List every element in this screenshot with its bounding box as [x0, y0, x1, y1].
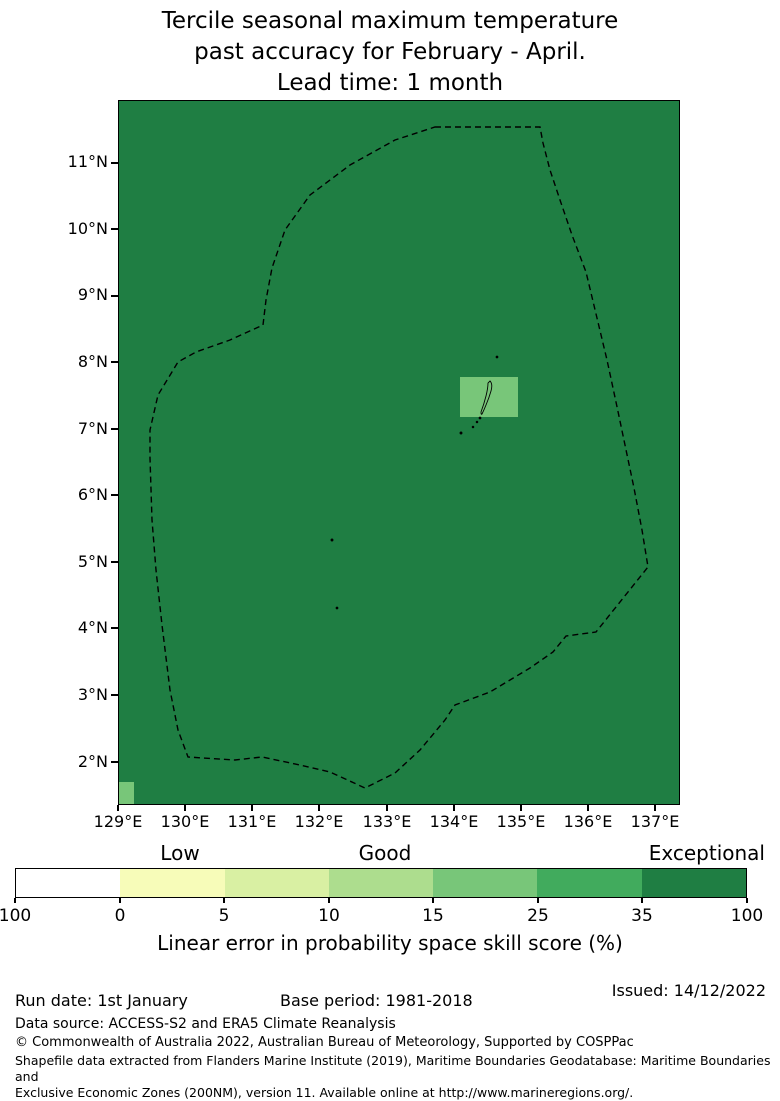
x-axis-tick: [587, 805, 589, 811]
x-tick-label: 136°E: [563, 812, 613, 831]
x-axis-tick: [386, 805, 388, 811]
colorbar-quality-low: Low: [160, 841, 200, 865]
palau-islands-outline: [330, 355, 499, 610]
colorbar-tick-label: 5: [218, 906, 230, 926]
y-tick-label: 3°N: [77, 685, 108, 704]
y-axis-tick: [111, 428, 118, 430]
run-date: Run date: 1st January: [15, 991, 188, 1010]
shapefile-attribution-line-2: Exclusive Economic Zones (200NM), versio…: [15, 1085, 634, 1100]
x-axis-tick: [453, 805, 455, 811]
colorbar-segment: [641, 869, 746, 897]
y-tick-label: 5°N: [77, 552, 108, 571]
y-axis-tick: [111, 494, 118, 496]
copyright-notice: © Commonwealth of Australia 2022, Austra…: [15, 1035, 634, 1050]
shapefile-attribution: Shapefile data extracted from Flanders M…: [15, 1053, 780, 1101]
colorbar-segment: [224, 869, 329, 897]
colorbar-quality-exceptional: Exceptional: [648, 841, 765, 865]
y-tick-label: 7°N: [77, 419, 108, 438]
y-axis-tick: [111, 694, 118, 696]
colorbar-tick-label: 15: [422, 906, 444, 926]
map-canvas: [118, 100, 680, 805]
colorbar-quality-good: Good: [358, 841, 412, 865]
colorbar-tick-label: 0: [114, 906, 126, 926]
x-axis-tick: [520, 805, 522, 811]
colorbar-tick-label: 100: [0, 906, 32, 926]
colorbar-tick-label: 100: [730, 906, 764, 926]
colorbar-segment: [328, 869, 434, 897]
map-frame: [118, 100, 680, 805]
map-ocean-fill: [118, 100, 680, 805]
colorbar-tick: [119, 898, 121, 903]
shapefile-attribution-line-1: Shapefile data extracted from Flanders M…: [15, 1053, 771, 1084]
x-tick-label: 134°E: [429, 812, 479, 831]
y-tick-label: 4°N: [77, 618, 108, 637]
colorbar-tick-label: 35: [631, 906, 653, 926]
eez-boundary-dashed: [149, 126, 649, 789]
x-axis-tick: [117, 805, 119, 811]
colorbar: [15, 868, 747, 898]
y-axis-tick: [111, 361, 118, 363]
x-tick-label: 129°E: [93, 812, 143, 831]
x-axis-tick: [654, 805, 656, 811]
colorbar-tick: [432, 898, 434, 903]
colorbar-segment: [537, 869, 642, 897]
colorbar-segment: [433, 869, 538, 897]
y-axis-tick: [111, 295, 118, 297]
colorbar-segment: [120, 869, 225, 897]
x-tick-label: 135°E: [496, 812, 546, 831]
title-line-1: Tercile seasonal maximum temperature: [161, 8, 619, 34]
y-tick-label: 2°N: [77, 752, 108, 771]
colorbar-tick: [746, 898, 748, 903]
y-axis-tick: [111, 162, 118, 164]
title-line-2: past accuracy for February - April.: [194, 39, 586, 65]
data-source: Data source: ACCESS-S2 and ERA5 Climate …: [15, 1016, 396, 1032]
base-period: Base period: 1981-2018: [280, 991, 473, 1010]
colorbar-tick: [537, 898, 539, 903]
map-plot: [118, 100, 680, 805]
figure-title: Tercile seasonal maximum temperature pas…: [0, 6, 780, 99]
colorbar-tick: [14, 898, 16, 903]
x-tick-label: 137°E: [630, 812, 680, 831]
colorbar-caption: Linear error in probability space skill …: [157, 931, 623, 955]
colorbar-tick: [641, 898, 643, 903]
issued-date: Issued: 14/12/2022: [611, 981, 766, 1000]
x-axis-tick: [184, 805, 186, 811]
y-tick-label: 6°N: [77, 485, 108, 504]
southwest-corner-cell: [118, 782, 134, 805]
y-tick-label: 10°N: [67, 219, 108, 238]
colorbar-tick: [223, 898, 225, 903]
y-axis-tick: [111, 627, 118, 629]
x-tick-label: 131°E: [227, 812, 277, 831]
y-tick-label: 8°N: [77, 352, 108, 371]
x-tick-label: 132°E: [294, 812, 344, 831]
colorbar-segment: [16, 869, 121, 897]
y-axis-tick: [111, 761, 118, 763]
y-axis-tick: [111, 561, 118, 563]
y-tick-label: 11°N: [67, 152, 108, 171]
x-tick-label: 130°E: [160, 812, 210, 831]
y-axis-tick: [111, 228, 118, 230]
x-axis-tick: [251, 805, 253, 811]
colorbar-tick-label: 10: [318, 906, 340, 926]
y-tick-label: 9°N: [77, 285, 108, 304]
x-tick-label: 133°E: [362, 812, 412, 831]
colorbar-tick-label: 25: [527, 906, 549, 926]
x-axis-tick: [318, 805, 320, 811]
title-line-3: Lead time: 1 month: [276, 70, 504, 96]
colorbar-tick: [328, 898, 330, 903]
